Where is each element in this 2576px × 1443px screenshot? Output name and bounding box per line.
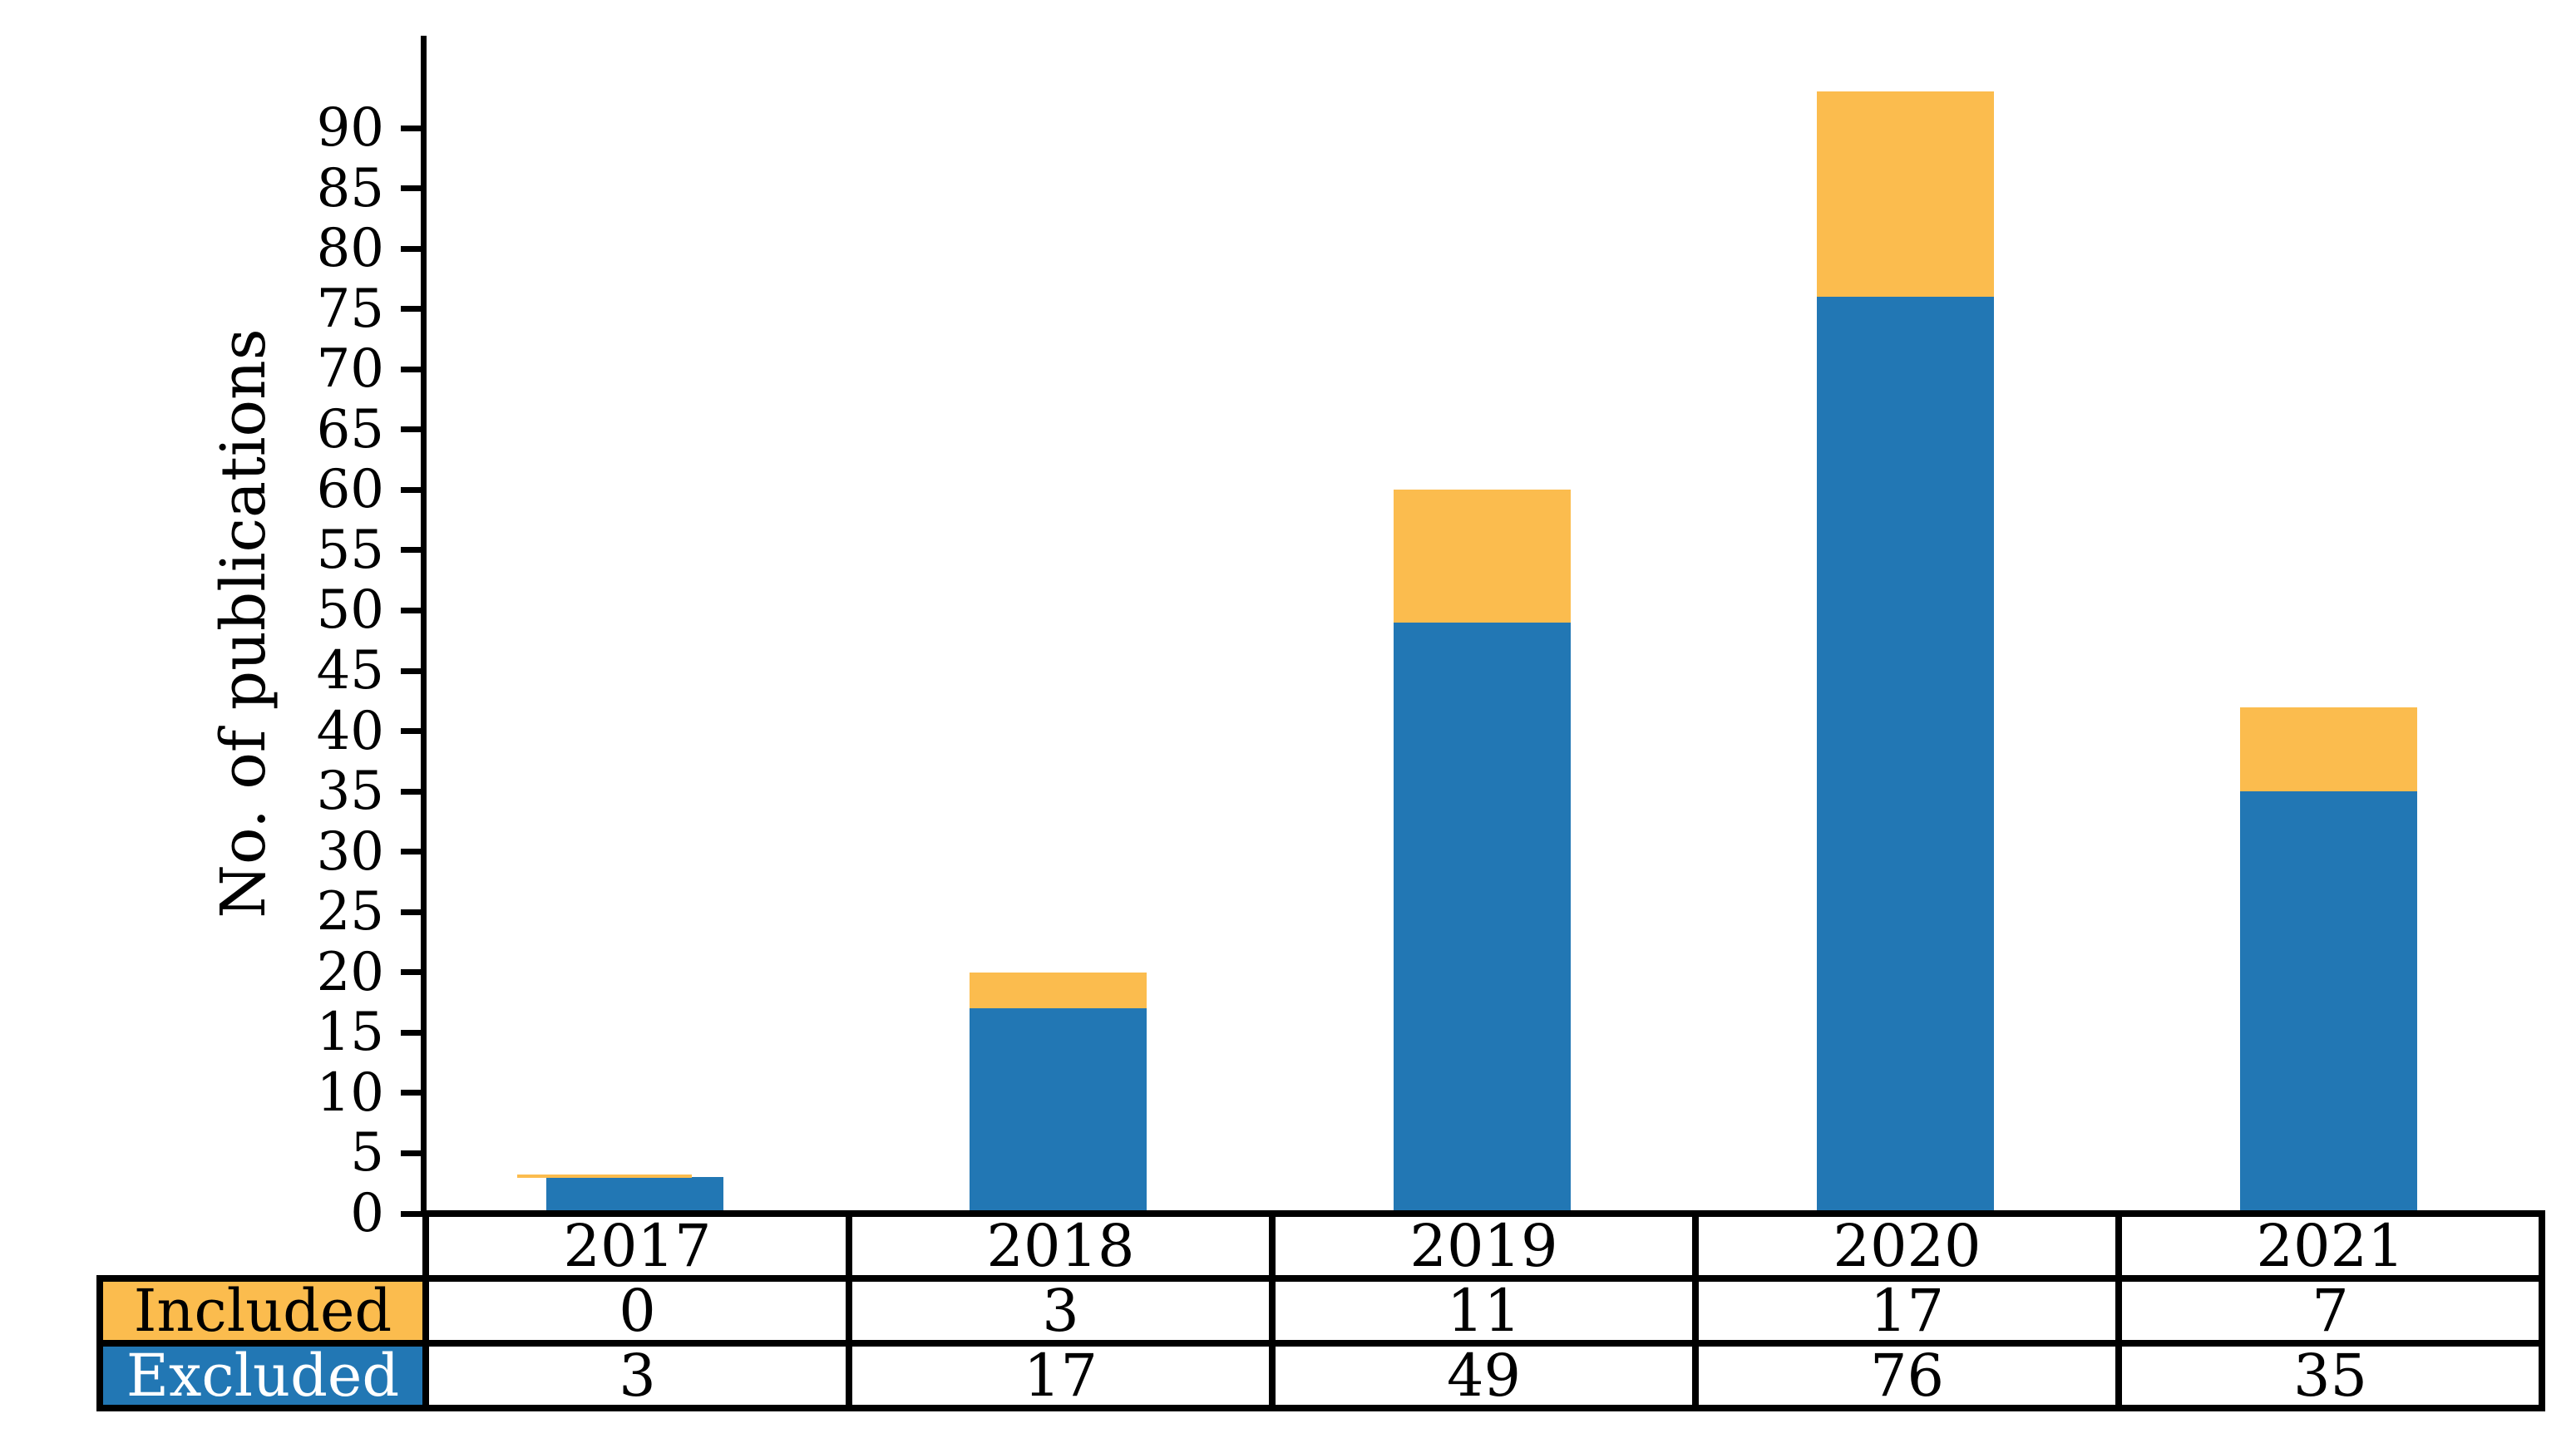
y-tick-mark-50 (401, 607, 422, 613)
y-tick-mark-0 (401, 1210, 422, 1217)
y-tick-label-20: 20 (316, 941, 384, 1003)
y-tick-label-15: 15 (316, 1002, 384, 1064)
year-cell-2019: 2019 (1269, 1210, 1699, 1282)
y-tick-label-75: 75 (316, 278, 384, 340)
y-tick-label-35: 35 (316, 761, 384, 823)
y-tick-mark-5 (401, 1150, 422, 1156)
y-tick-mark-85 (401, 185, 422, 192)
value-cell-excluded-2020: 76 (1692, 1340, 2122, 1411)
value-cell-excluded-2021: 35 (2115, 1340, 2545, 1411)
plot-area (423, 36, 2540, 1214)
bar-2021-included (2239, 707, 2417, 792)
y-tick-label-65: 65 (316, 398, 384, 460)
y-tick-label-45: 45 (316, 640, 384, 702)
y-tick-mark-20 (401, 969, 422, 976)
bar-2020-excluded (1816, 297, 1994, 1214)
y-tick-label-80: 80 (316, 218, 384, 280)
bar-2018-excluded (970, 1008, 1147, 1214)
y-tick-mark-25 (401, 909, 422, 915)
y-tick-mark-55 (401, 547, 422, 554)
y-tick-mark-75 (401, 306, 422, 313)
value-cell-excluded-2017: 3 (422, 1340, 852, 1411)
y-tick-label-40: 40 (316, 700, 384, 762)
y-tick-label-70: 70 (316, 338, 384, 401)
year-cell-2017: 2017 (422, 1210, 852, 1282)
y-tick-mark-65 (401, 426, 422, 433)
y-tick-label-0: 0 (350, 1183, 384, 1244)
value-cell-included-2017: 0 (422, 1275, 852, 1347)
y-tick-mark-35 (401, 788, 422, 795)
legend-cell-included: Included (96, 1275, 429, 1347)
y-tick-label-25: 25 (316, 881, 384, 943)
y-tick-label-5: 5 (350, 1122, 384, 1184)
year-cell-2018: 2018 (846, 1210, 1276, 1282)
year-cell-2020: 2020 (1692, 1210, 2122, 1282)
y-tick-label-10: 10 (316, 1061, 384, 1124)
y-tick-mark-10 (401, 1090, 422, 1096)
value-cell-excluded-2019: 49 (1269, 1340, 1699, 1411)
y-tick-label-30: 30 (316, 820, 384, 883)
y-tick-mark-30 (401, 849, 422, 855)
y-axis-spine (421, 36, 427, 1217)
y-tick-mark-60 (401, 486, 422, 493)
bar-2020-included (1816, 91, 1994, 298)
legend-cell-excluded: Excluded (96, 1340, 429, 1411)
year-cell-2021: 2021 (2115, 1210, 2545, 1282)
bar-2019-included (1393, 490, 1571, 623)
value-cell-included-2021: 7 (2115, 1275, 2545, 1347)
table-row-years: 2017 2018 2019 2020 2021 (100, 1210, 2545, 1282)
bar-2019-excluded (1393, 622, 1571, 1214)
y-tick-label-90: 90 (316, 97, 384, 159)
y-tick-label-50: 50 (316, 579, 384, 642)
y-tick-label-85: 85 (316, 157, 384, 219)
y-tick-label-55: 55 (316, 519, 384, 581)
y-tick-mark-70 (401, 366, 422, 372)
table-row-excluded: Excluded 3 17 49 76 35 (96, 1340, 2545, 1411)
bar-2021-excluded (2239, 791, 2417, 1214)
y-tick-label-60: 60 (316, 459, 384, 521)
y-tick-mark-45 (401, 667, 422, 674)
bar-2018-included (970, 972, 1147, 1009)
value-cell-included-2018: 3 (846, 1275, 1276, 1347)
bar-2017-included (517, 1175, 693, 1179)
value-cell-included-2020: 17 (1692, 1275, 2122, 1347)
table-corner-blank (100, 1214, 426, 1278)
table-row-included: Included 0 3 11 17 7 (96, 1275, 2545, 1347)
y-tick-mark-40 (401, 728, 422, 735)
value-cell-excluded-2018: 17 (846, 1340, 1276, 1411)
bar-2017-excluded (546, 1177, 724, 1214)
y-tick-mark-15 (401, 1029, 422, 1036)
value-cell-included-2019: 11 (1269, 1275, 1699, 1347)
data-table: 2017 2018 2019 2020 2021 Included 0 3 11 17 7 Exclu… (96, 1210, 2545, 1411)
y-tick-mark-80 (401, 245, 422, 252)
y-tick-mark-90 (401, 125, 422, 131)
